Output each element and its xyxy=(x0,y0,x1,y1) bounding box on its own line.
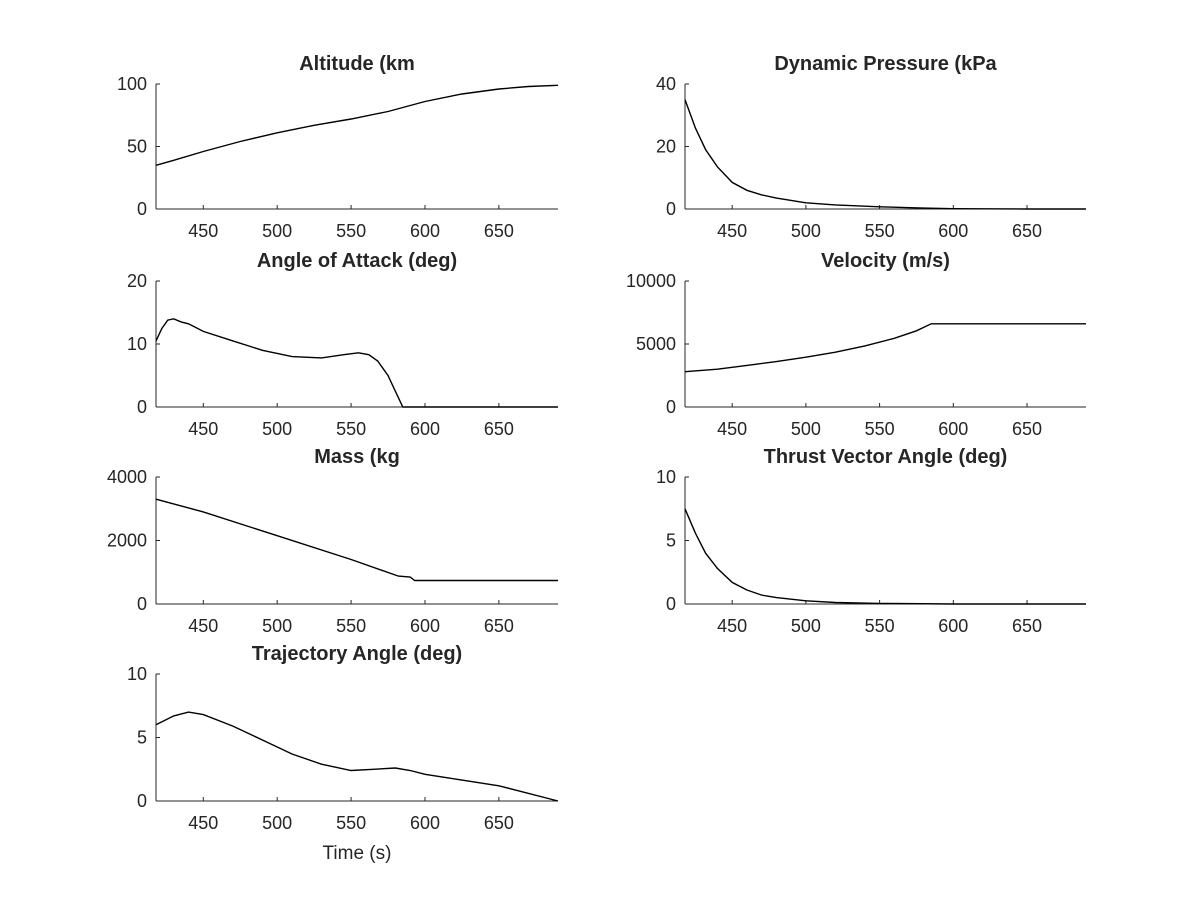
subplot-3-title: Angle of Attack (deg) xyxy=(257,250,457,272)
subplot-1-y-tick-label: 50 xyxy=(127,137,147,157)
subplot-6-x-tick-label: 600 xyxy=(938,616,968,636)
subplot-2-x-tick-label: 650 xyxy=(1012,221,1042,241)
subplot-5: Mass (kg 450 500 550 600 650 0 2000 4000 xyxy=(107,446,558,636)
subplot-5-x-tick-label: 550 xyxy=(336,616,366,636)
subplot-1-x-tick-label: 550 xyxy=(336,221,366,241)
subplot-4: Velocity (m/s) 450 500 550 600 650 0 5000 10000 xyxy=(626,250,1086,439)
subplot-6-title: Thrust Vector Angle (deg) xyxy=(764,446,1008,468)
subplot-3-y-tick-label: 20 xyxy=(127,271,147,291)
subplot-7-title: Trajectory Angle (deg) xyxy=(252,643,462,665)
subplot-3-series-line-1 xyxy=(155,318,558,408)
subplot-6-y-tick-label: 10 xyxy=(656,467,676,487)
subplot-6-y-tick-label: 0 xyxy=(666,594,676,614)
subplot-3-y-tick-label: 10 xyxy=(127,334,147,354)
subplot-3-x-tick-label: 650 xyxy=(484,419,514,439)
subplot-6-x-tick-label: 550 xyxy=(865,616,895,636)
subplot-5-x-tick-label: 450 xyxy=(188,616,218,636)
subplot-4-y-tick-label: 0 xyxy=(666,397,676,417)
subplot-4-x-tick-label: 600 xyxy=(938,419,968,439)
subplot-7-x-axis-label: Time (s) xyxy=(323,843,392,864)
subplot-2-y-tick-label: 40 xyxy=(656,74,676,94)
subplot-6-x-tick-label: 650 xyxy=(1012,616,1042,636)
subplot-2-x-tick-label: 600 xyxy=(938,221,968,241)
subplot-6-y-tick-label: 5 xyxy=(666,531,676,551)
subplot-1-y-tick-label: 100 xyxy=(117,74,147,94)
subplot-7-y-tick-label: 10 xyxy=(127,664,147,684)
subplot-5-y-tick-label: 0 xyxy=(137,594,147,614)
subplot-7-series-line-1 xyxy=(155,711,559,802)
subplot-7: Trajectory Angle (deg) 450 500 550 600 650 0 5 1… xyxy=(127,643,559,864)
subplot-1-title: Altitude (km xyxy=(299,53,415,75)
subplot-7-y-tick-label: 5 xyxy=(137,728,147,748)
subplot-2-y-tick-label: 0 xyxy=(666,199,676,219)
subplot-7-x-tick-label: 500 xyxy=(262,813,292,833)
subplot-1-x-tick-label: 650 xyxy=(484,221,514,241)
subplot-2: Dynamic Pressure (kPa 450 500 550 600 650 0 20 4… xyxy=(656,53,1086,241)
subplot-1-x-tick-label: 500 xyxy=(262,221,292,241)
subplot-4-title: Velocity (m/s) xyxy=(821,250,950,272)
subplot-2-x-tick-label: 500 xyxy=(791,221,821,241)
subplot-7-x-tick-label: 600 xyxy=(410,813,440,833)
subplot-5-x-tick-label: 500 xyxy=(262,616,292,636)
subplot-4-y-tick-label: 5000 xyxy=(636,334,676,354)
subplot-3-x-tick-label: 500 xyxy=(262,419,292,439)
subplot-7-x-tick-label: 650 xyxy=(484,813,514,833)
subplot-5-y-tick-label: 2000 xyxy=(107,531,147,551)
subplot-4-x-tick-label: 500 xyxy=(791,419,821,439)
subplot-6-x-tick-label: 450 xyxy=(717,616,747,636)
subplot-6: Thrust Vector Angle (deg) 450 500 550 600 650… xyxy=(656,446,1086,636)
subplot-1: Altitude (km 450 500 550 600 650 0 50 100 xyxy=(117,53,559,241)
subplot-4-series-line-1 xyxy=(684,323,1086,373)
subplot-2-x-tick-label: 550 xyxy=(865,221,895,241)
subplot-5-title: Mass (kg xyxy=(314,446,400,468)
subplot-1-x-tick-label: 450 xyxy=(188,221,218,241)
subplot-2-title: Dynamic Pressure (kPa xyxy=(774,53,997,75)
subplot-3-x-tick-label: 450 xyxy=(188,419,218,439)
subplot-5-x-tick-label: 650 xyxy=(484,616,514,636)
subplot-2-series-line-1 xyxy=(684,99,1086,210)
subplot-5-series-line-1 xyxy=(155,498,558,582)
subplot-7-y-tick-label: 0 xyxy=(137,791,147,811)
subplot-1-y-tick-label: 0 xyxy=(137,199,147,219)
subplot-5-x-tick-label: 600 xyxy=(410,616,440,636)
subplot-3-x-tick-label: 550 xyxy=(336,419,366,439)
subplot-1-x-tick-label: 600 xyxy=(410,221,440,241)
subplot-7-x-tick-label: 550 xyxy=(336,813,366,833)
subplot-3: Angle of Attack (deg) 450 500 550 600 650 0 10 2… xyxy=(127,250,558,439)
subplot-3-y-tick-label: 0 xyxy=(137,397,147,417)
subplot-5-y-tick-label: 4000 xyxy=(107,467,147,487)
subplot-1-series-line-1 xyxy=(155,84,559,166)
subplot-6-x-tick-label: 500 xyxy=(791,616,821,636)
subplot-4-x-tick-label: 650 xyxy=(1012,419,1042,439)
subplot-3-x-tick-label: 600 xyxy=(410,419,440,439)
subplot-4-y-tick-label: 10000 xyxy=(626,271,676,291)
subplot-7-x-tick-label: 450 xyxy=(188,813,218,833)
subplot-2-x-tick-label: 450 xyxy=(717,221,747,241)
subplot-4-x-tick-label: 450 xyxy=(717,419,747,439)
subplot-6-series-line-1 xyxy=(684,508,1086,605)
subplot-4-x-tick-label: 550 xyxy=(865,419,895,439)
subplot-2-y-tick-label: 20 xyxy=(656,137,676,157)
